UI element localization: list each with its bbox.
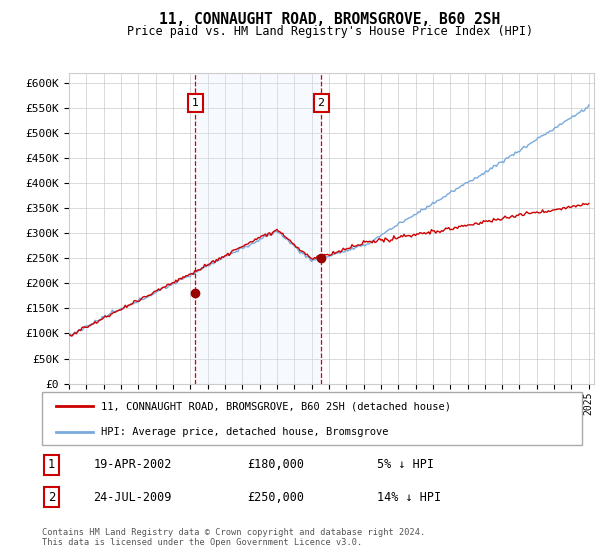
Text: HPI: Average price, detached house, Bromsgrove: HPI: Average price, detached house, Brom… bbox=[101, 427, 389, 437]
Text: 11, CONNAUGHT ROAD, BROMSGROVE, B60 2SH (detached house): 11, CONNAUGHT ROAD, BROMSGROVE, B60 2SH … bbox=[101, 402, 451, 412]
Text: 1: 1 bbox=[48, 458, 55, 471]
Bar bbox=[196, 73, 321, 384]
Text: Price paid vs. HM Land Registry's House Price Index (HPI): Price paid vs. HM Land Registry's House … bbox=[127, 25, 533, 38]
Text: 19-APR-2002: 19-APR-2002 bbox=[94, 458, 172, 471]
Text: 24-JUL-2009: 24-JUL-2009 bbox=[94, 491, 172, 503]
Text: £180,000: £180,000 bbox=[247, 458, 304, 471]
Text: 2: 2 bbox=[317, 98, 325, 108]
Text: 11, CONNAUGHT ROAD, BROMSGROVE, B60 2SH: 11, CONNAUGHT ROAD, BROMSGROVE, B60 2SH bbox=[160, 12, 500, 27]
FancyBboxPatch shape bbox=[42, 392, 582, 445]
Text: Contains HM Land Registry data © Crown copyright and database right 2024.
This d: Contains HM Land Registry data © Crown c… bbox=[42, 528, 425, 547]
Text: 14% ↓ HPI: 14% ↓ HPI bbox=[377, 491, 441, 503]
Text: 1: 1 bbox=[192, 98, 199, 108]
Text: £250,000: £250,000 bbox=[247, 491, 304, 503]
Text: 5% ↓ HPI: 5% ↓ HPI bbox=[377, 458, 434, 471]
Text: 2: 2 bbox=[48, 491, 55, 503]
